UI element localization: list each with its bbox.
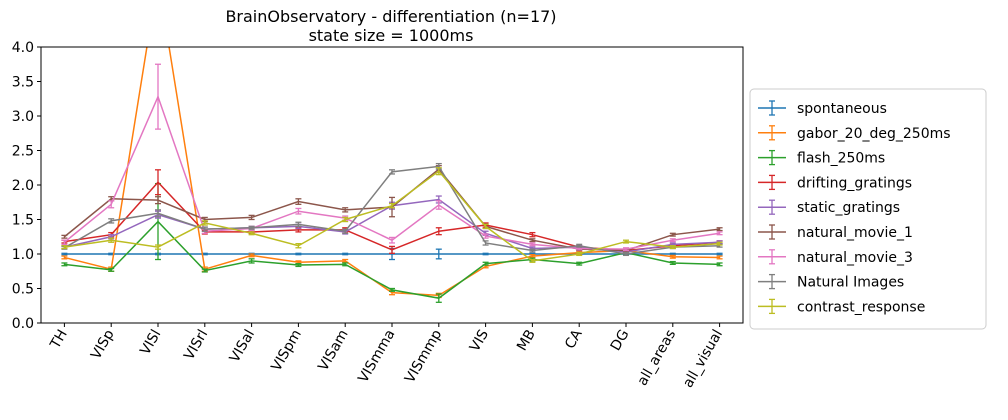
- legend-entry: gabor_20_deg_250ms: [758, 125, 951, 142]
- y-tick-label: 2.0: [12, 178, 34, 194]
- legend-label: drifting_gratings: [797, 175, 912, 191]
- x-tick-label: DG: [608, 327, 633, 354]
- legend-entry: flash_250ms: [758, 149, 885, 167]
- x-tick-label: MB: [514, 327, 539, 354]
- legend-frame: [749, 88, 987, 330]
- x-tick-label: TH: [47, 327, 71, 352]
- x-tick-label: VISam: [315, 327, 351, 374]
- x-tick-label: VISmmp: [402, 327, 445, 386]
- y-tick-label: 4.0: [12, 40, 34, 56]
- x-tick-label: all_areas: [634, 327, 679, 389]
- axes: 0.0 0.5 1.0 1.5 2.0 2.5 3.0 3.5 4.0 TH VISp VISl VIS…: [12, 40, 726, 391]
- legend-entry: contrast_response: [758, 298, 925, 315]
- legend-label: contrast_response: [797, 299, 925, 315]
- series-layer: [61, 47, 723, 303]
- plot-frame: [40, 46, 744, 324]
- legend-label: gabor_20_deg_250ms: [797, 126, 951, 142]
- series-contrast-response: [61, 167, 723, 263]
- y-tick-label: 0.5: [12, 282, 34, 298]
- legend-entry: static_gratings: [758, 199, 900, 216]
- chart-title-line-1: BrainObservatory - differentiation (n=17…: [225, 7, 556, 26]
- y-tick-label: 1.5: [12, 213, 34, 229]
- legend-label: spontaneous: [797, 101, 887, 117]
- chart-title-line-2: state size = 1000ms: [309, 26, 474, 45]
- y-tick-label: 0.0: [12, 316, 34, 332]
- y-tick-label: 3.5: [12, 75, 34, 91]
- legend-label: flash_250ms: [797, 151, 885, 167]
- x-tick-label: VISmma: [355, 327, 398, 386]
- y-tick-label: 3.0: [12, 109, 34, 125]
- legend-entry: natural_movie_1: [758, 224, 913, 241]
- x-tick-label: VIS: [467, 327, 492, 355]
- legend-entry: natural_movie_3: [758, 249, 913, 266]
- legend-label: natural_movie_3: [797, 250, 913, 266]
- legend: spontaneous gabor_20_deg_250ms flash_250ms…: [749, 88, 987, 330]
- x-tick-label: VISl: [137, 327, 164, 358]
- x-tick-label: VISal: [227, 327, 258, 365]
- legend-entry: Natural Images: [758, 273, 904, 291]
- legend-entry: drifting_gratings: [758, 174, 912, 191]
- y-tick-label: 2.5: [12, 144, 34, 160]
- x-tick-label: VISrl: [181, 327, 211, 363]
- legend-label: static_gratings: [797, 200, 900, 216]
- series-natural-movie-3: [61, 63, 723, 252]
- series-natural-images: [61, 162, 723, 257]
- legend-entry: spontaneous: [758, 100, 887, 117]
- x-tick-label: CA: [562, 327, 586, 352]
- y-tick-label: 1.0: [12, 247, 34, 263]
- x-tick-label: all_visual: [680, 327, 726, 391]
- x-tick-label: VISpm: [268, 327, 304, 374]
- legend-label: natural_movie_1: [797, 225, 913, 241]
- legend-label: Natural Images: [797, 275, 904, 291]
- x-tick-label: VISp: [88, 327, 118, 362]
